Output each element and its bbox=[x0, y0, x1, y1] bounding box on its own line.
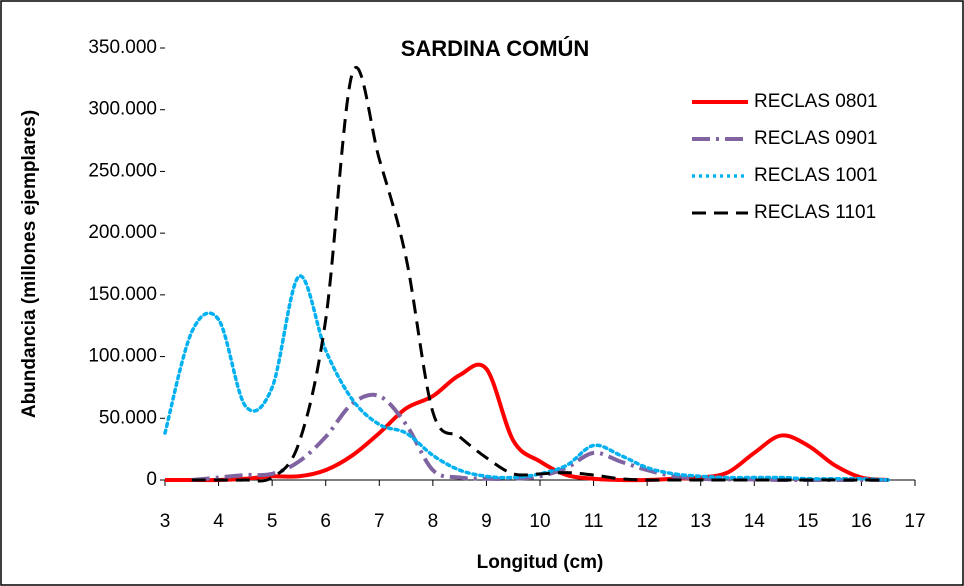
series-line bbox=[191, 392, 889, 483]
x-tick-label: 9 bbox=[481, 511, 492, 532]
legend-label: RECLAS 1001 bbox=[754, 165, 878, 186]
x-tick-label: 13 bbox=[690, 511, 711, 532]
x-tick-label: 12 bbox=[637, 511, 658, 532]
y-tick-label: 200.000 bbox=[88, 222, 157, 243]
y-tick-label: 0 bbox=[146, 469, 157, 490]
x-tick-label: 4 bbox=[213, 511, 224, 532]
y-tick-label: 50.000 bbox=[99, 407, 157, 428]
y-axis-label: Abundancia (millones ejemplares) bbox=[19, 110, 40, 418]
y-tick-label: 100.000 bbox=[88, 346, 157, 367]
x-tick-label: 15 bbox=[797, 511, 818, 532]
x-tick-label: 7 bbox=[374, 511, 385, 532]
chart-title: SARDINA COMÚN bbox=[401, 36, 590, 61]
x-tick-label: 5 bbox=[267, 511, 278, 532]
x-tick-label: 8 bbox=[428, 511, 439, 532]
legend-label: RECLAS 0801 bbox=[754, 91, 878, 112]
x-tick-label: 14 bbox=[744, 511, 766, 532]
y-tick-label: 350.000 bbox=[88, 37, 157, 58]
x-tick-label: 17 bbox=[904, 511, 925, 532]
x-tick-label: 11 bbox=[584, 511, 604, 532]
x-tick-label: 16 bbox=[851, 511, 872, 532]
legend-label: RECLAS 1101 bbox=[754, 202, 876, 223]
x-tick-label: 10 bbox=[529, 511, 550, 532]
y-tick-label: 250.000 bbox=[88, 160, 157, 181]
y-tick-label: 300.000 bbox=[88, 99, 157, 120]
series-line bbox=[165, 362, 889, 483]
x-axis-label: Longitud (cm) bbox=[477, 552, 604, 573]
x-tick-label: 3 bbox=[160, 511, 171, 532]
x-tick-label: 6 bbox=[320, 511, 331, 532]
legend-label: RECLAS 0901 bbox=[754, 128, 878, 149]
series-line bbox=[191, 66, 889, 483]
series-line bbox=[163, 274, 890, 482]
y-tick-label: 150.000 bbox=[88, 284, 157, 305]
